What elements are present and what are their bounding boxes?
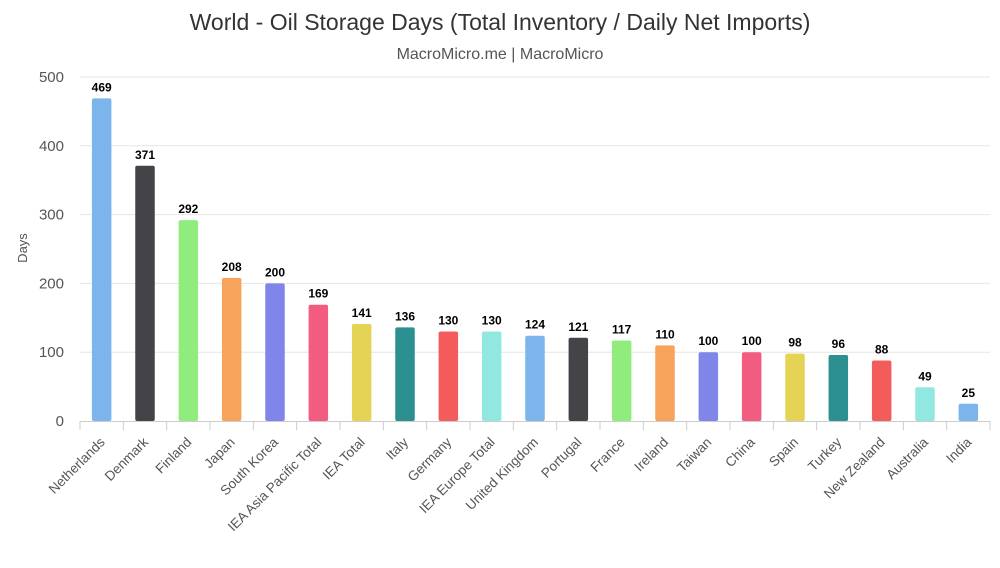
data-label: 124 — [525, 318, 545, 332]
y-tick-label: 500 — [39, 69, 64, 86]
x-tick-label: India — [943, 434, 975, 466]
data-label: 100 — [698, 334, 718, 348]
data-label: 141 — [352, 306, 372, 320]
chart-subtitle: MacroMicro.me | MacroMicro — [397, 46, 604, 63]
data-label: 469 — [92, 80, 112, 94]
y-axis-ticks: 0 100 200 300 400 500 — [39, 69, 64, 430]
y-tick-label: 0 — [56, 413, 64, 430]
y-axis-label: Days — [15, 233, 30, 263]
data-labels: 469 371 292 208 200 169 141 136 130 130 124 121 117 1… — [92, 80, 976, 399]
bar-netherlands[interactable] — [91, 98, 112, 421]
bar-china[interactable] — [741, 352, 762, 421]
x-tick-label: IEA Total — [320, 435, 368, 483]
bar-india[interactable] — [958, 403, 979, 421]
bar-finland[interactable] — [178, 220, 199, 421]
data-label: 98 — [788, 336, 802, 350]
bar-denmark[interactable] — [135, 165, 155, 421]
data-label: 169 — [308, 287, 328, 301]
bar-turkey[interactable] — [828, 354, 849, 421]
y-tick-label: 400 — [39, 138, 64, 155]
data-label: 121 — [568, 320, 588, 334]
x-tick-label: Italy — [383, 434, 411, 462]
bar-italy[interactable] — [395, 327, 415, 421]
data-label: 117 — [612, 323, 632, 337]
x-tick-label: Finland — [153, 435, 195, 477]
bar-germany[interactable] — [438, 331, 459, 421]
data-label: 292 — [178, 202, 198, 216]
y-tick-label: 100 — [39, 344, 64, 361]
data-label: 200 — [265, 265, 285, 279]
x-tick-label: Turkey — [805, 434, 845, 474]
x-tick-label: IEA Europe Total — [416, 435, 498, 517]
chart-title: World - Oil Storage Days (Total Inventor… — [190, 9, 811, 35]
data-label: 371 — [135, 148, 155, 162]
bar-iea-total[interactable] — [351, 323, 372, 421]
bar-ireland[interactable] — [655, 345, 675, 421]
x-tick-label: Netherlands — [46, 434, 108, 496]
x-tick-label: Portugal — [538, 435, 584, 481]
y-tick-label: 200 — [39, 275, 64, 292]
x-tick-label: Japan — [201, 435, 238, 472]
data-label: 49 — [918, 369, 932, 383]
data-label: 88 — [875, 342, 889, 356]
bar-portugal[interactable] — [568, 337, 589, 421]
bar-france[interactable] — [611, 340, 632, 421]
data-label: 136 — [395, 309, 415, 323]
x-tick-label: China — [722, 434, 758, 470]
bar-spain[interactable] — [785, 353, 805, 421]
bar-south-korea[interactable] — [265, 283, 285, 421]
bar-iea-asia-pacific-total[interactable] — [308, 304, 329, 421]
bars — [91, 98, 979, 421]
y-tick-label: 300 — [39, 207, 64, 224]
x-tick-label: Denmark — [102, 434, 152, 484]
bar-taiwan[interactable] — [698, 352, 719, 421]
data-label: 100 — [742, 334, 762, 348]
x-tick-label: France — [587, 435, 627, 475]
x-tick-label: Australia — [883, 434, 931, 482]
data-label: 130 — [438, 314, 458, 328]
x-tick-label: Ireland — [631, 435, 671, 475]
data-label: 208 — [222, 260, 242, 274]
data-label: 96 — [832, 337, 846, 351]
bar-united-kingdom[interactable] — [525, 335, 545, 421]
bar-australia[interactable] — [915, 387, 935, 421]
bar-japan[interactable] — [221, 277, 242, 421]
data-label: 130 — [482, 314, 502, 328]
bar-new-zealand[interactable] — [871, 360, 892, 421]
x-tick-label: Taiwan — [674, 435, 714, 475]
data-label: 110 — [655, 327, 675, 341]
bar-iea-europe-total[interactable] — [481, 331, 502, 421]
data-label: 25 — [962, 386, 976, 400]
x-tick-label: Spain — [766, 435, 801, 470]
